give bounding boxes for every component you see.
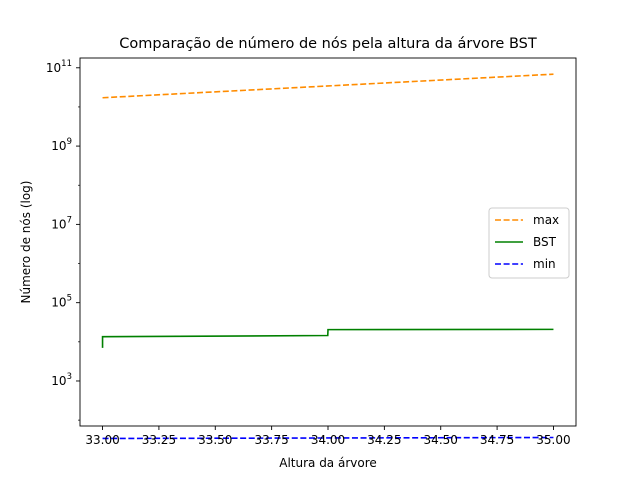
y-axis: 103 105 107 109 1011 xyxy=(46,59,80,421)
x-tick-label: 33.25 xyxy=(142,433,176,447)
legend: max BST min xyxy=(488,207,570,279)
x-tick-label: 33.50 xyxy=(198,433,232,447)
chart-title: Comparação de número de nós pela altura … xyxy=(119,36,537,52)
y-tick-label: 105 xyxy=(51,294,72,310)
y-axis-label: Número de nós (log) xyxy=(19,181,33,304)
series-line-max xyxy=(102,73,554,99)
x-tick-label: 34.25 xyxy=(367,433,401,447)
x-tick-label: 33.00 xyxy=(85,433,119,447)
y-tick-label: 103 xyxy=(51,372,72,388)
legend-label-max: max xyxy=(533,213,559,227)
y-tick-label: 1011 xyxy=(46,59,72,75)
legend-box xyxy=(488,207,570,279)
x-tick-label: 34.50 xyxy=(424,433,458,447)
series-line-min xyxy=(102,436,554,440)
legend-label-BST: BST xyxy=(533,235,557,249)
legend-label-min: min xyxy=(533,257,556,271)
series-line-BST xyxy=(101,328,554,348)
x-tick-label: 34.75 xyxy=(480,433,514,447)
y-tick-label: 109 xyxy=(51,137,72,153)
y-tick-label: 107 xyxy=(51,215,72,231)
x-axis: 33.00 33.25 33.50 33.75 34.00 34.25 34.50 34.75… xyxy=(85,426,571,447)
x-tick-label: 34.00 xyxy=(311,433,345,447)
x-tick-label: 35.00 xyxy=(536,433,570,447)
x-axis-label: Altura da árvore xyxy=(279,456,377,470)
x-tick-label: 33.75 xyxy=(254,433,288,447)
